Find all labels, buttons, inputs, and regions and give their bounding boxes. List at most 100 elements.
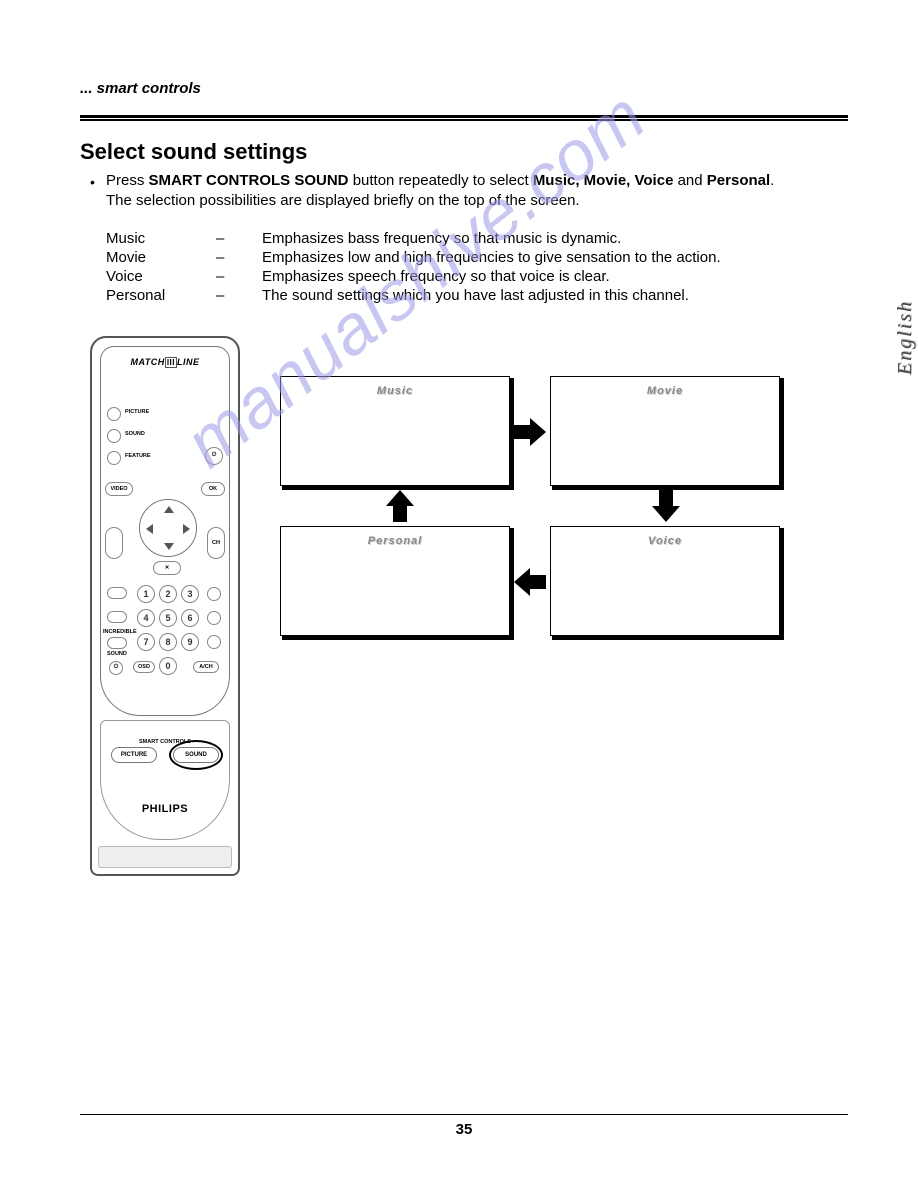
channel-rocker: CH [207,527,225,559]
figure-area: MATCHIIILINE PICTURE SOUND FEATURE ⏻ VID… [80,336,848,896]
screen-voice: Voice [550,526,780,636]
mute-button: ✕ [153,561,181,575]
intro-text-prefix: Press [106,172,149,189]
screen-movie: Movie [550,376,780,486]
intro-text-mid: button repeatedly to select [353,172,533,189]
mode-dash: – [216,287,262,304]
ach-button: A/CH [193,661,219,673]
bullet-icon: • [90,173,95,192]
mode-name: Music [106,230,216,247]
intro-bold-3: Personal [707,172,770,189]
mode-desc: Emphasizes speech frequency so that voic… [262,268,848,285]
mode-name: Personal [106,287,216,304]
section-title: Select sound settings [80,139,848,165]
intro-line2: The selection possibilities are displaye… [106,192,580,209]
mode-row: Voice – Emphasizes speech frequency so t… [106,268,848,285]
power-button: ⏻ [205,447,223,465]
screen-music: Music [280,376,510,486]
remote-bottom-panel: SMART CONTROLS PICTURE SOUND PHILIPS [100,720,230,840]
remote-top-panel: MATCHIIILINE PICTURE SOUND FEATURE ⏻ VID… [100,346,230,716]
num-9: 9 [181,633,199,651]
logo-prefix: MATCH [130,357,164,367]
sound-button [107,429,121,443]
smart-controls-label: SMART CONTROLS [101,739,229,745]
brand-label: PHILIPS [101,803,229,815]
mode-name: Movie [106,249,216,266]
language-tab: English [894,300,917,375]
ok-button: OK [201,482,225,496]
intro-bold-1: SMART CONTROLS SOUND [149,172,349,189]
mode-dash: – [216,268,262,285]
screen-music-label: Music [281,385,509,397]
picture-label: PICTURE [125,409,149,415]
mode-dash: – [216,249,262,266]
mode-row: Personal – The sound settings which you … [106,287,848,304]
standby-icon: ⏻ [114,664,118,671]
intro-paragraph: • Press SMART CONTROLS SOUND button repe… [80,171,848,212]
picture-button [107,407,121,421]
arrow-right-icon [514,418,546,446]
page-footer: 35 [80,1114,848,1138]
screen-movie-label: Movie [551,385,779,397]
smart-picture-button: PICTURE [111,747,157,763]
dpad-down-icon [164,543,174,550]
intro-suffix: . [770,172,774,189]
num-4: 4 [137,609,155,627]
num-1: 1 [137,585,155,603]
side-btn-1 [107,587,127,599]
screen-personal-label: Personal [281,535,509,547]
mode-name: Voice [106,268,216,285]
mode-row: Movie – Emphasizes low and high frequenc… [106,249,848,266]
breadcrumb: ... smart controls [80,80,848,97]
intro-bold-2: Music, Movie, Voice [533,172,674,189]
mode-row: Music – Emphasizes bass frequency so tha… [106,230,848,247]
remote-slide-cover [98,846,232,868]
side-btn-3 [107,637,127,649]
standby-button: ⏻ [109,661,123,675]
num-0: 0 [159,657,177,675]
page-number: 35 [80,1121,848,1138]
mode-desc: Emphasizes bass frequency so that music … [262,230,848,247]
num-8: 8 [159,633,177,651]
section-divider [80,115,848,121]
feature-button [107,451,121,465]
smart-sound-button: SOUND [173,747,219,763]
logo-box: III [165,357,177,368]
dpad-right-icon [183,524,190,534]
dpad-left-icon [146,524,153,534]
side-btn-2 [107,611,127,623]
num-6: 6 [181,609,199,627]
mode-desc: The sound settings which you have last a… [262,287,848,304]
num-3: 3 [181,585,199,603]
feature-label: FEATURE [125,453,151,459]
footer-rule [80,1114,848,1115]
power-icon: ⏻ [212,452,216,459]
ch-label: CH [212,540,220,546]
arrow-down-icon [652,490,680,522]
sound-label: SOUND [125,431,145,437]
logo-suffix: LINE [177,357,200,367]
num-2: 2 [159,585,177,603]
remote-logo: MATCHIIILINE [101,357,229,368]
mode-dash: – [216,230,262,247]
side-right-2 [207,611,221,625]
screen-voice-label: Voice [551,535,779,547]
side-right-3 [207,635,221,649]
sound-side-label: SOUND [107,651,127,657]
video-button: VIDEO [105,482,133,496]
modes-table: Music – Emphasizes bass frequency so tha… [80,230,848,304]
dpad-up-icon [164,506,174,513]
num-7: 7 [137,633,155,651]
dpad [139,499,197,557]
mode-desc: Emphasizes low and high frequencies to g… [262,249,848,266]
osd-button: OSD [133,661,155,673]
intro-text-mid2: and [678,172,707,189]
incredible-label: INCREDIBLE [103,629,137,635]
arrow-left-icon [514,568,546,596]
mute-icon: ✕ [165,565,170,571]
screen-personal: Personal [280,526,510,636]
arrow-up-icon [386,490,414,522]
side-right-1 [207,587,221,601]
num-5: 5 [159,609,177,627]
remote-control: MATCHIIILINE PICTURE SOUND FEATURE ⏻ VID… [90,336,240,876]
